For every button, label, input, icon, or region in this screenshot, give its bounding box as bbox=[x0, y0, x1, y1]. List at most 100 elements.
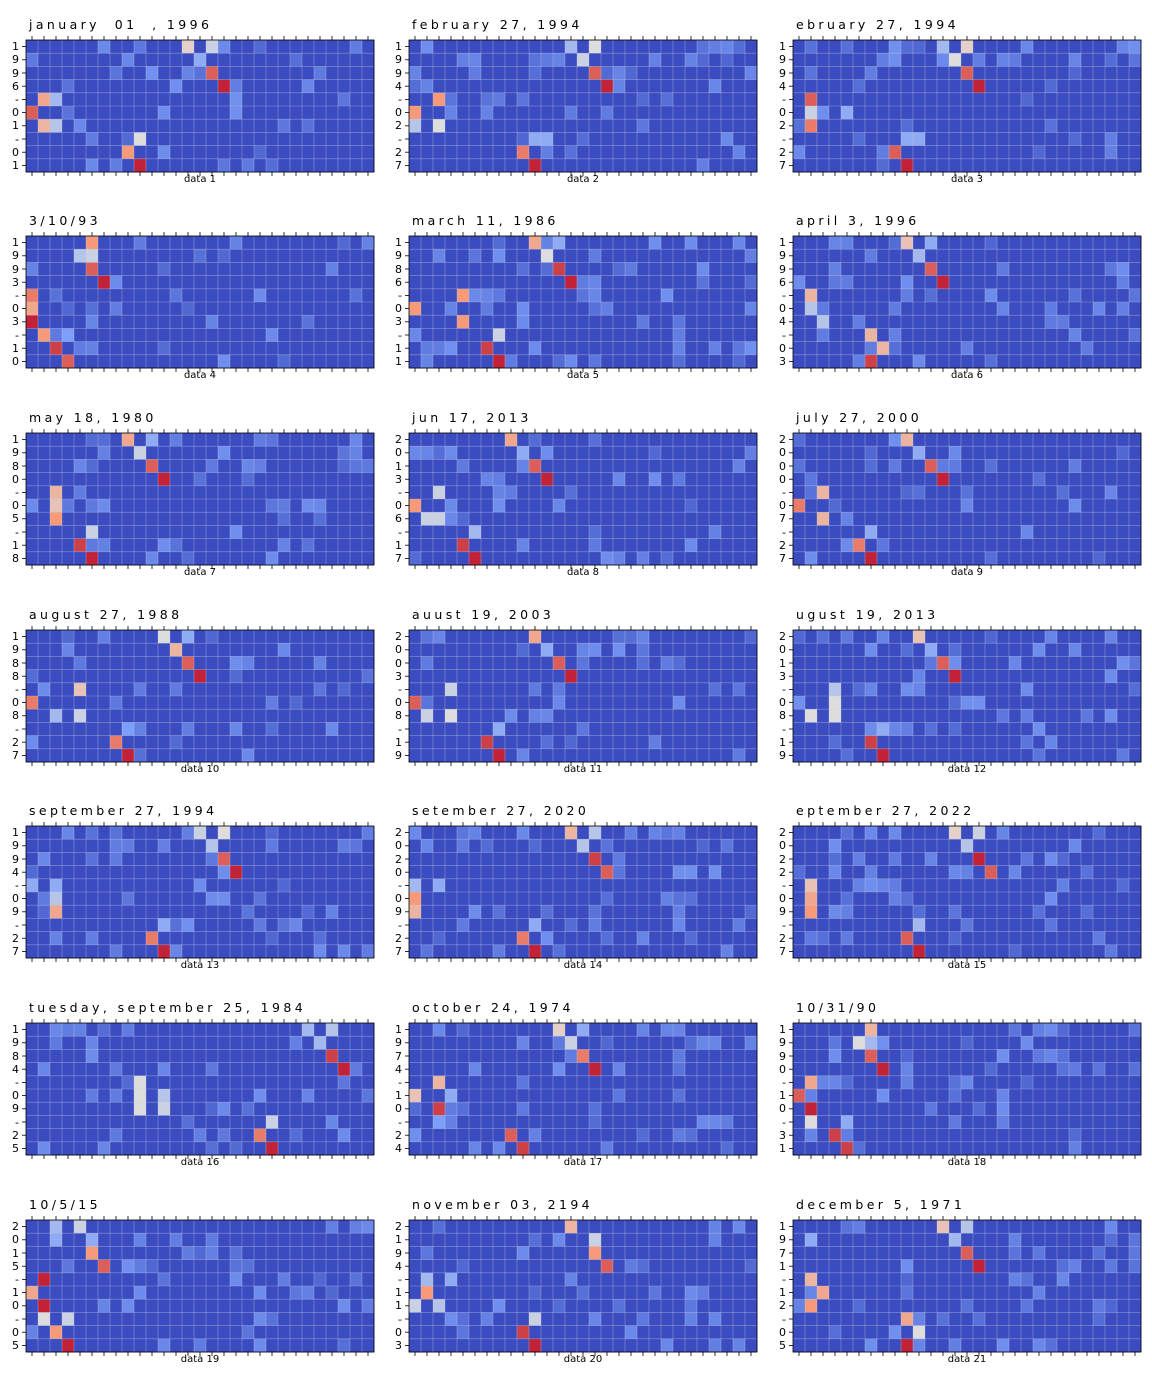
x-axis-label: data 12 bbox=[947, 764, 987, 775]
heatmap-cell bbox=[529, 669, 542, 684]
heatmap-cell bbox=[74, 630, 87, 644]
heatmap-cell bbox=[865, 682, 878, 697]
heatmap-cell bbox=[206, 459, 219, 473]
y-tick-label: 2 bbox=[779, 538, 786, 552]
heatmap-cell bbox=[985, 499, 998, 513]
heatmap-cell bbox=[925, 288, 938, 303]
heatmap-cell bbox=[529, 722, 542, 736]
heatmap-cell bbox=[841, 315, 854, 329]
heatmap-cell bbox=[553, 275, 566, 290]
heatmap-cell bbox=[733, 288, 746, 303]
heatmap-cell bbox=[673, 158, 686, 173]
heatmap-cell bbox=[649, 315, 662, 329]
heatmap-cell bbox=[206, 485, 219, 500]
heatmap-cell bbox=[74, 643, 87, 657]
heatmap-cell bbox=[278, 119, 291, 133]
heatmap-cell bbox=[314, 656, 327, 670]
heatmap-cell bbox=[314, 433, 327, 447]
heatmap-cell bbox=[290, 459, 303, 473]
heatmap-cell bbox=[1045, 315, 1058, 329]
heatmap-cell bbox=[1033, 132, 1046, 146]
heatmap-cell bbox=[721, 433, 734, 447]
heatmap-cell bbox=[841, 119, 854, 133]
heatmap-cell bbox=[254, 40, 267, 54]
heatmap-cell bbox=[601, 106, 614, 120]
heatmap-cell bbox=[829, 499, 842, 513]
heatmap-cell bbox=[290, 158, 303, 173]
heatmap-cell bbox=[913, 158, 926, 173]
heatmap-cell bbox=[961, 158, 974, 173]
heatmap-cell bbox=[314, 145, 327, 160]
heatmap-cell bbox=[409, 302, 422, 316]
y-tick-label: - bbox=[15, 92, 19, 106]
heatmap-cell bbox=[38, 735, 51, 750]
heatmap-cell bbox=[266, 472, 279, 487]
heatmap-cell bbox=[170, 92, 183, 107]
heatmap-cell bbox=[721, 354, 734, 369]
heatmap-plot bbox=[789, 36, 1142, 176]
heatmap-cell bbox=[637, 288, 650, 303]
heatmap-cell bbox=[505, 669, 518, 684]
y-tick-label: 3 bbox=[395, 315, 402, 329]
heatmap-panel: ugust 19, 2013 2 0 1 3-0 8-1 9 data 12 bbox=[767, 590, 1150, 786]
heatmap-cell bbox=[338, 669, 351, 684]
heatmap-cell bbox=[62, 262, 75, 276]
heatmap-cell bbox=[218, 433, 231, 447]
heatmap-cell bbox=[793, 709, 806, 723]
heatmap-cell bbox=[278, 709, 291, 723]
heatmap-cell bbox=[601, 158, 614, 173]
heatmap-cell bbox=[98, 158, 111, 173]
heatmap-cell bbox=[1069, 551, 1082, 566]
heatmap-cell bbox=[997, 262, 1010, 276]
heatmap-cell bbox=[302, 499, 315, 513]
heatmap-cell bbox=[110, 53, 123, 67]
heatmap-cell bbox=[889, 302, 902, 316]
heatmap-cell bbox=[577, 499, 590, 513]
heatmap-cell bbox=[553, 512, 566, 526]
heatmap-cell bbox=[925, 696, 938, 710]
heatmap-cell bbox=[613, 262, 626, 276]
heatmap-cell bbox=[445, 748, 458, 763]
heatmap-cell bbox=[973, 53, 986, 67]
heatmap-cell bbox=[529, 748, 542, 763]
heatmap-cell bbox=[565, 525, 578, 539]
heatmap-cell bbox=[685, 656, 698, 670]
heatmap-cell bbox=[817, 53, 830, 67]
heatmap-cell bbox=[1021, 40, 1034, 54]
heatmap-cell bbox=[266, 485, 279, 500]
heatmap-cell bbox=[841, 132, 854, 146]
heatmap-cell bbox=[1081, 472, 1094, 487]
y-tick-label: 9 bbox=[12, 643, 19, 657]
heatmap-cell bbox=[853, 446, 866, 460]
heatmap-cell bbox=[877, 132, 890, 146]
heatmap-cell bbox=[1093, 656, 1106, 670]
heatmap-cell bbox=[625, 249, 638, 263]
heatmap-cell bbox=[973, 538, 986, 553]
heatmap-cell bbox=[421, 315, 434, 329]
heatmap-cell bbox=[421, 158, 434, 173]
heatmap-cell bbox=[913, 79, 926, 94]
heatmap-cell bbox=[1069, 79, 1082, 94]
heatmap-cell bbox=[433, 446, 446, 460]
heatmap-cell bbox=[805, 249, 818, 263]
heatmap-cell bbox=[745, 748, 758, 763]
heatmap-cell bbox=[50, 538, 63, 553]
heatmap-cell bbox=[1009, 249, 1022, 263]
heatmap-cell bbox=[122, 512, 135, 526]
y-tick-label: 9 bbox=[12, 446, 19, 460]
heatmap-cell bbox=[409, 106, 422, 120]
heatmap-cell bbox=[302, 722, 315, 736]
heatmap-cell bbox=[517, 459, 530, 473]
heatmap-cell bbox=[98, 525, 111, 539]
heatmap-cell bbox=[206, 79, 219, 94]
heatmap-cell bbox=[1093, 236, 1106, 250]
heatmap-cell bbox=[985, 315, 998, 329]
heatmap-cell bbox=[1117, 525, 1130, 539]
y-tick-label: 3 bbox=[395, 669, 402, 683]
heatmap-cell bbox=[1093, 79, 1106, 94]
heatmap-cell bbox=[182, 92, 195, 107]
heatmap-cell bbox=[338, 92, 351, 107]
heatmap-cell bbox=[901, 328, 914, 342]
heatmap-cell bbox=[338, 302, 351, 316]
heatmap-cell bbox=[829, 433, 842, 447]
